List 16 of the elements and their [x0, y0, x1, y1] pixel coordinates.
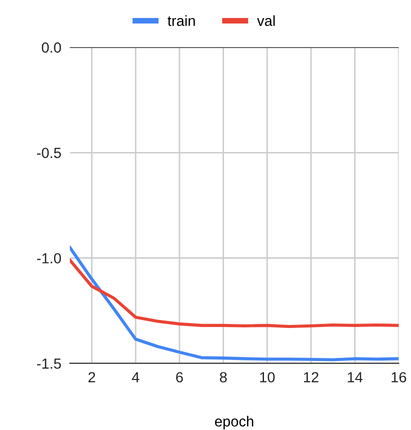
x-tick-label: 12	[304, 372, 318, 382]
y-tick-label: -0.5	[37, 148, 61, 158]
x-tick-label: 4	[132, 372, 140, 382]
x-tick-label: 6	[176, 372, 183, 382]
x-tick-label: 2	[88, 372, 96, 382]
legend-label: val	[257, 15, 275, 26]
y-tick-label: -1.5	[37, 358, 61, 369]
x-tick-label: 10	[260, 372, 275, 382]
x-axis-title: epoch	[215, 416, 254, 430]
x-tick-label: 16	[392, 372, 406, 382]
y-tick-label: -1.0	[37, 253, 61, 264]
x-tick-label: 14	[348, 372, 363, 382]
line-series	[70, 258, 399, 328]
legend-label: train	[168, 15, 195, 26]
y-tick-label: 0.0	[42, 42, 61, 53]
x-tick-label: 8	[220, 372, 227, 382]
